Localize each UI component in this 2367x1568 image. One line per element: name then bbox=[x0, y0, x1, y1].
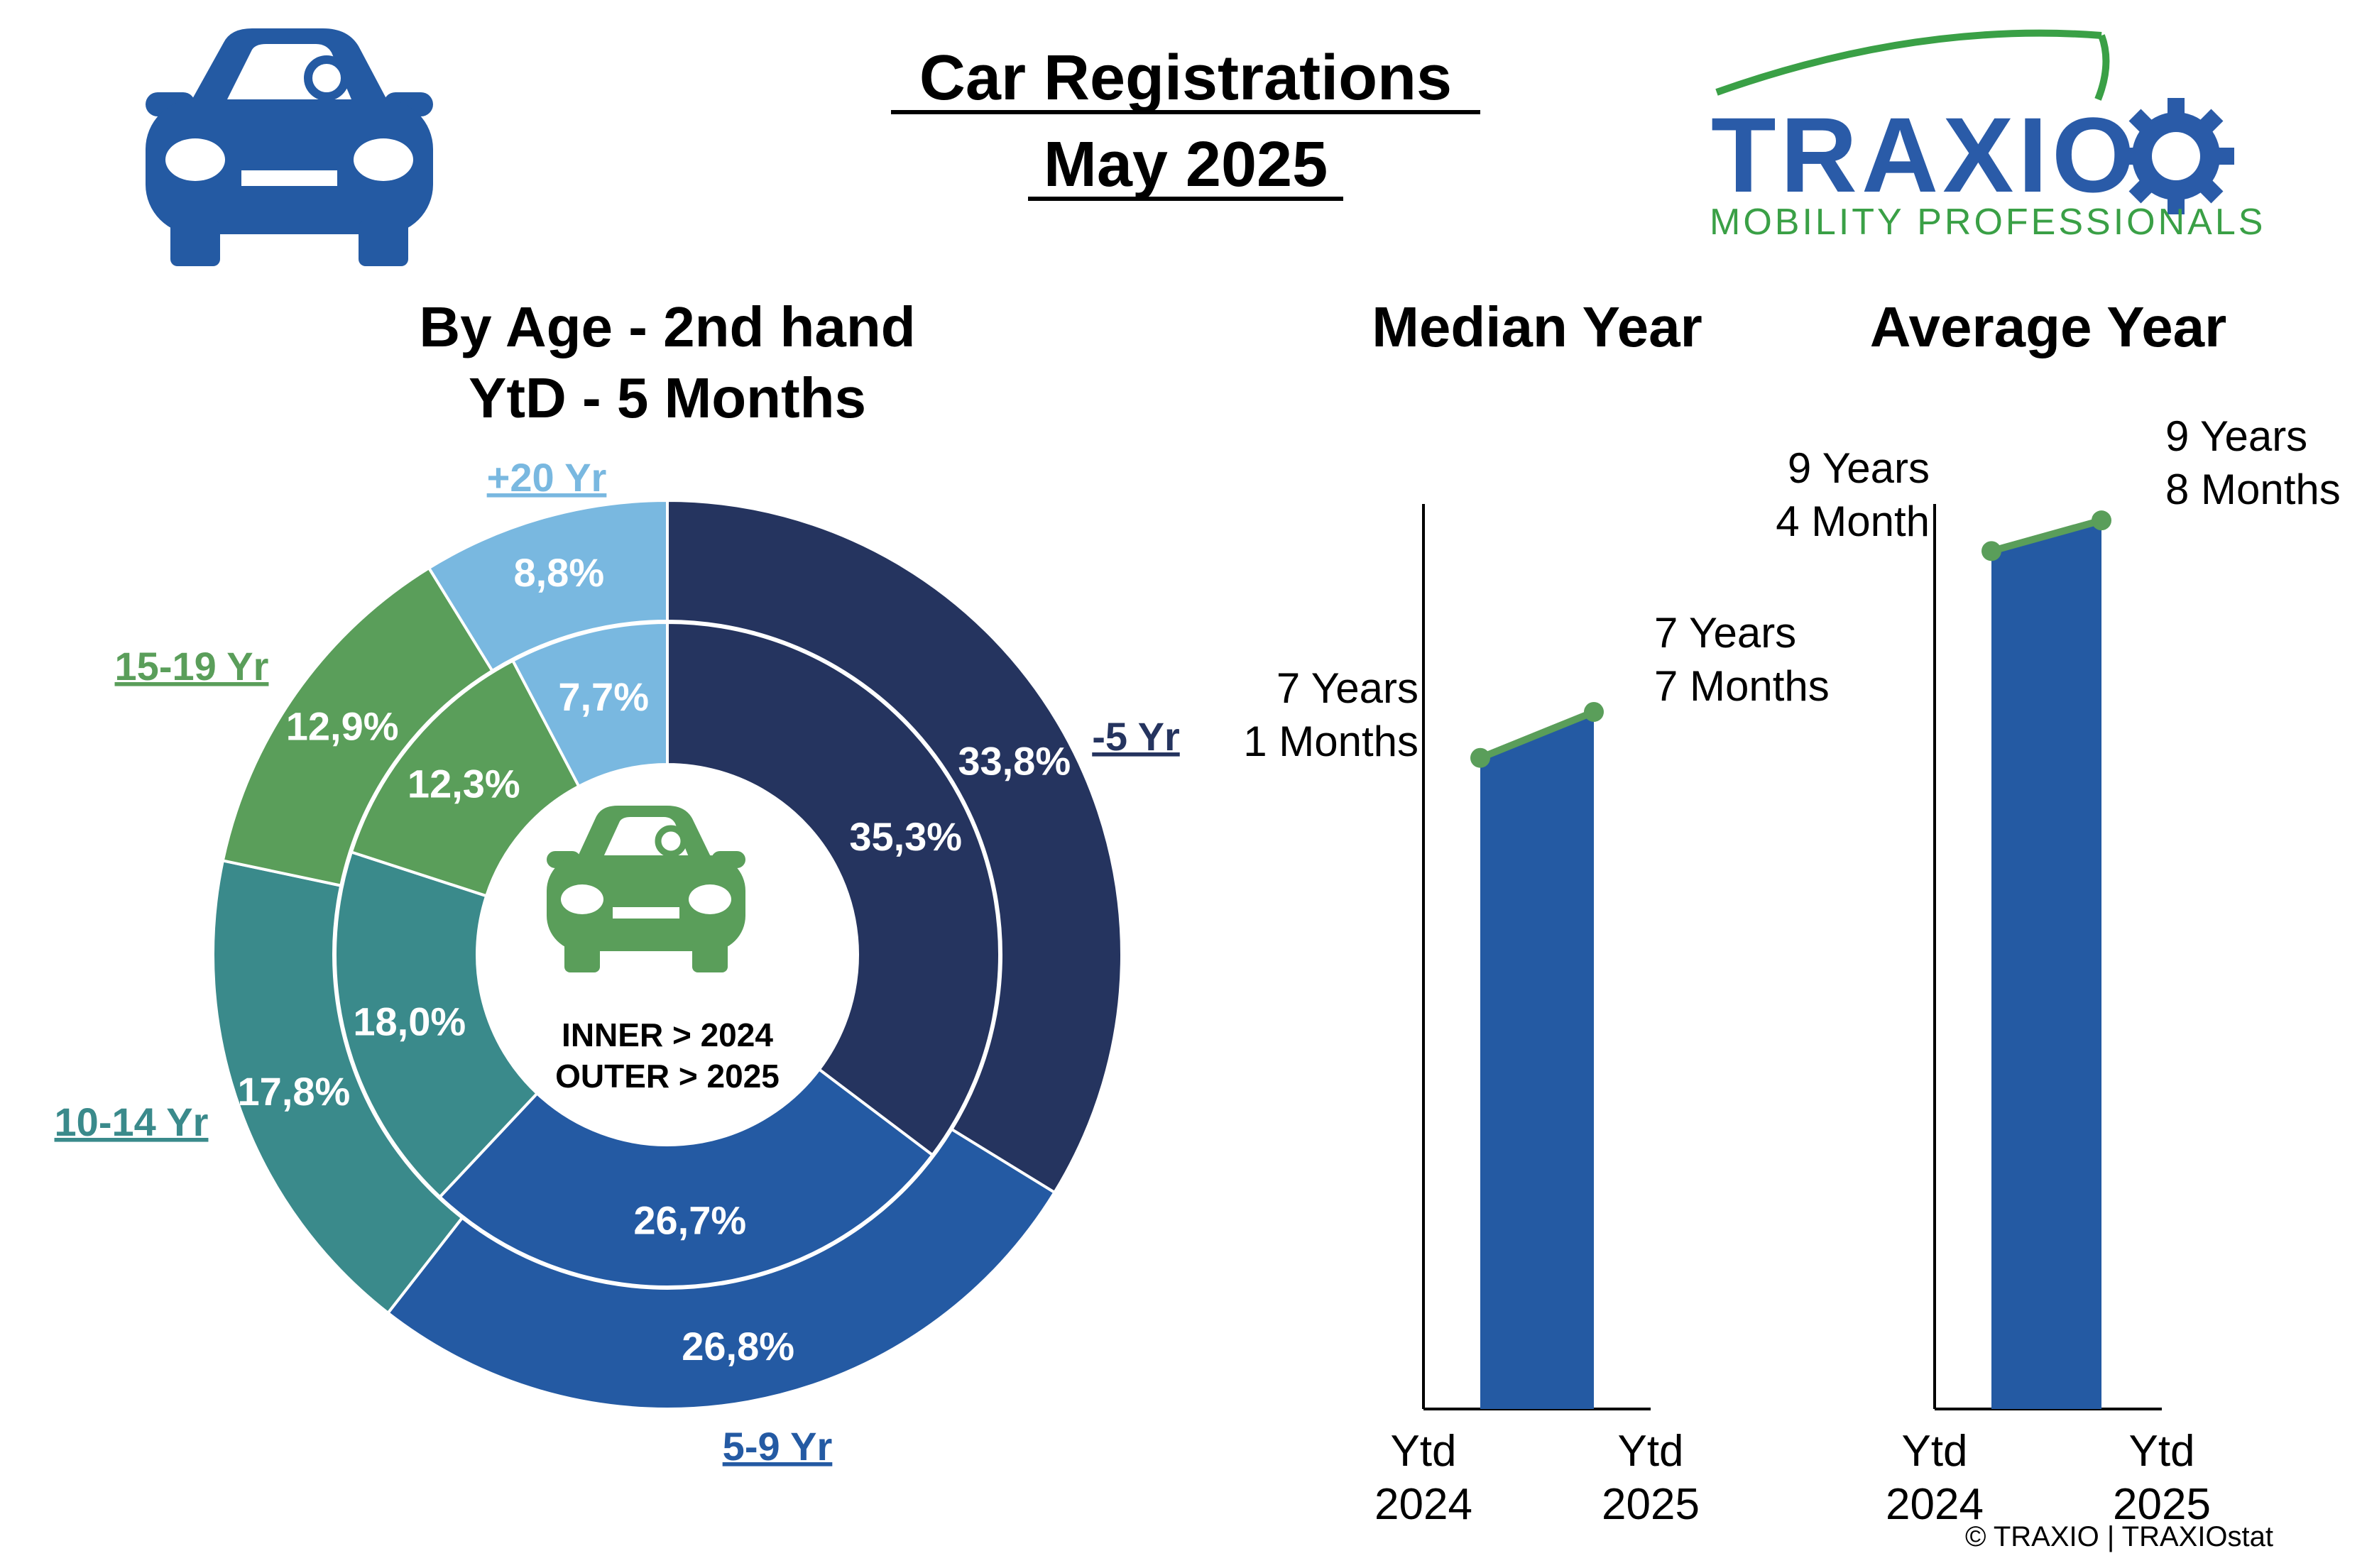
age-donut-chart: 33,8% 26,8% 17,8% 12,9% 8,8% 35,3% 26,7% 18,0% 1… bbox=[55, 455, 1180, 1469]
x-tick-label-ytd-2025-1: Ytd bbox=[1617, 1427, 1683, 1476]
logo-tagline: MOBILITY PROFESSIONALS bbox=[1710, 202, 2265, 243]
point-ytd-2024 bbox=[1470, 747, 1490, 768]
x-tick-label-ytd-2025-2: 2025 bbox=[2113, 1480, 2211, 1529]
bar-area bbox=[1991, 520, 2101, 1409]
value-label-ytd-2024-2: 1 Months bbox=[1243, 718, 1418, 765]
x-tick-label-ytd-2024-2: 2024 bbox=[1374, 1480, 1472, 1529]
inner-slice-10-14-yr bbox=[334, 850, 540, 1199]
value-label-ytd-2024-1: 9 Years bbox=[1788, 444, 1930, 492]
x-tick-label-ytd-2025-1: Ytd bbox=[2128, 1427, 2194, 1476]
value-label-ytd-2025-2: 8 Months bbox=[2165, 466, 2341, 513]
outer-value-label-10-14-yr: 17,8% bbox=[238, 1069, 351, 1114]
value-label-ytd-2025-1: 9 Years bbox=[2165, 412, 2307, 460]
center-label-inner: INNER > 2024 bbox=[562, 1016, 773, 1053]
average-chart-title: Average Year bbox=[1870, 295, 2227, 358]
traxio-logo: TRAXIO MOBILITY PROFESSIONALS bbox=[1710, 29, 2265, 243]
page-title-line1: Car Registrations bbox=[919, 43, 1452, 114]
center-label-outer: OUTER > 2025 bbox=[555, 1058, 780, 1095]
gear-icon bbox=[2118, 98, 2234, 214]
inner-slice-20-yr bbox=[510, 620, 669, 789]
inner-slice-15-19-yr bbox=[349, 659, 581, 898]
donut-title-line2: YtD - 5 Months bbox=[469, 366, 866, 429]
outer-value-label-5-9-yr: 26,8% bbox=[682, 1324, 794, 1369]
outer-value-label-5-yr: 33,8% bbox=[958, 739, 1071, 784]
inner-value-label-5-yr: 35,3% bbox=[849, 814, 962, 859]
trend-line bbox=[1479, 708, 1595, 762]
trend-line bbox=[1990, 517, 2103, 555]
logo-swoosh bbox=[1715, 29, 2102, 96]
median-chart-title: Median Year bbox=[1372, 295, 1702, 358]
inner-value-label-10-14-yr: 18,0% bbox=[353, 999, 466, 1043]
point-ytd-2025 bbox=[1584, 701, 1604, 722]
legend-label-15-19-yr: 15-19 Yr bbox=[115, 644, 269, 689]
inner-slice-5-9-yr bbox=[437, 1067, 935, 1288]
logo-wordmark: TRAXIO bbox=[1711, 95, 2139, 214]
donut-title-line1: By Age - 2nd hand bbox=[419, 295, 915, 358]
legend-label-5-9-yr: 5-9 Yr bbox=[723, 1424, 833, 1469]
x-tick-label-ytd-2025-2: 2025 bbox=[1602, 1480, 1700, 1529]
point-ytd-2025 bbox=[2092, 510, 2111, 531]
copyright-text: © TRAXIO | TRAXIOstat bbox=[1965, 1521, 2273, 1552]
inner-value-label-20-yr: 7,7% bbox=[558, 674, 649, 719]
x-tick-label-ytd-2024-1: Ytd bbox=[1390, 1427, 1456, 1476]
legend-label-10-14-yr: 10-14 Yr bbox=[55, 1100, 209, 1144]
inner-slice-5-yr bbox=[666, 620, 1001, 1157]
value-label-ytd-2024-1: 7 Years bbox=[1277, 664, 1418, 712]
point-ytd-2024 bbox=[1981, 541, 2001, 561]
value-label-ytd-2025-1: 7 Years bbox=[1654, 609, 1796, 657]
inner-value-label-5-9-yr: 26,7% bbox=[633, 1198, 746, 1243]
x-tick-label-ytd-2024-1: Ytd bbox=[1901, 1427, 1967, 1476]
x-tick-label-ytd-2024-2: 2024 bbox=[1886, 1480, 1984, 1529]
center-car-icon bbox=[547, 806, 745, 972]
value-label-ytd-2024-2: 4 Month bbox=[1776, 498, 1930, 545]
value-label-ytd-2025-2: 7 Months bbox=[1654, 662, 1830, 710]
bar-area bbox=[1480, 711, 1594, 1409]
car-icon bbox=[146, 28, 433, 266]
outer-value-label-15-19-yr: 12,9% bbox=[286, 704, 399, 749]
inner-value-label-15-19-yr: 12,3% bbox=[408, 761, 520, 806]
outer-value-label-20-yr: 8,8% bbox=[513, 550, 604, 595]
legend-label-5-yr: -5 Yr bbox=[1092, 714, 1179, 759]
legend-label-20-yr: +20 Yr bbox=[487, 455, 607, 500]
page-title-line2: May 2025 bbox=[1044, 129, 1328, 200]
